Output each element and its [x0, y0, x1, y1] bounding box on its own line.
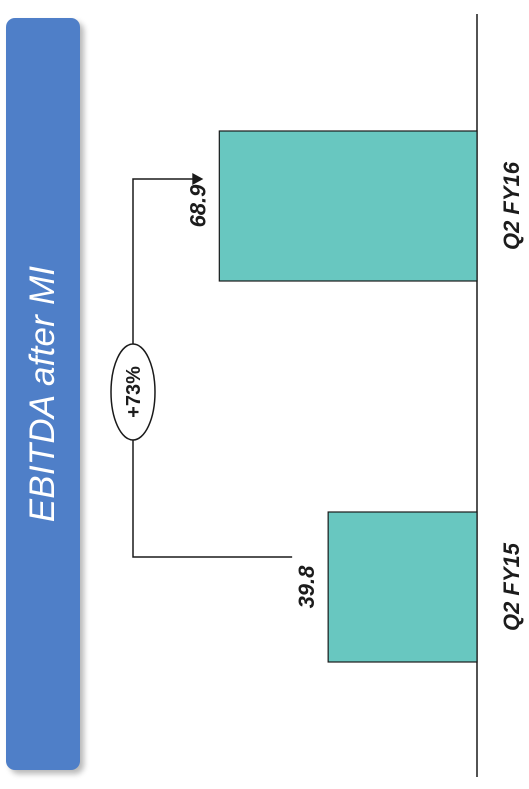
value-label-q2-fy16: 68.9 — [185, 184, 210, 228]
bar-q2-fy16 — [219, 131, 477, 281]
bar-q2-fy15 — [328, 512, 477, 662]
arrowhead-icon — [192, 173, 203, 185]
growth-badge-label: +73% — [123, 366, 145, 418]
category-label-q2-fy15: Q2 FY15 — [499, 542, 524, 631]
category-label-q2-fy16: Q2 FY16 — [499, 161, 524, 250]
value-label-q2-fy15: 39.8 — [294, 565, 319, 609]
